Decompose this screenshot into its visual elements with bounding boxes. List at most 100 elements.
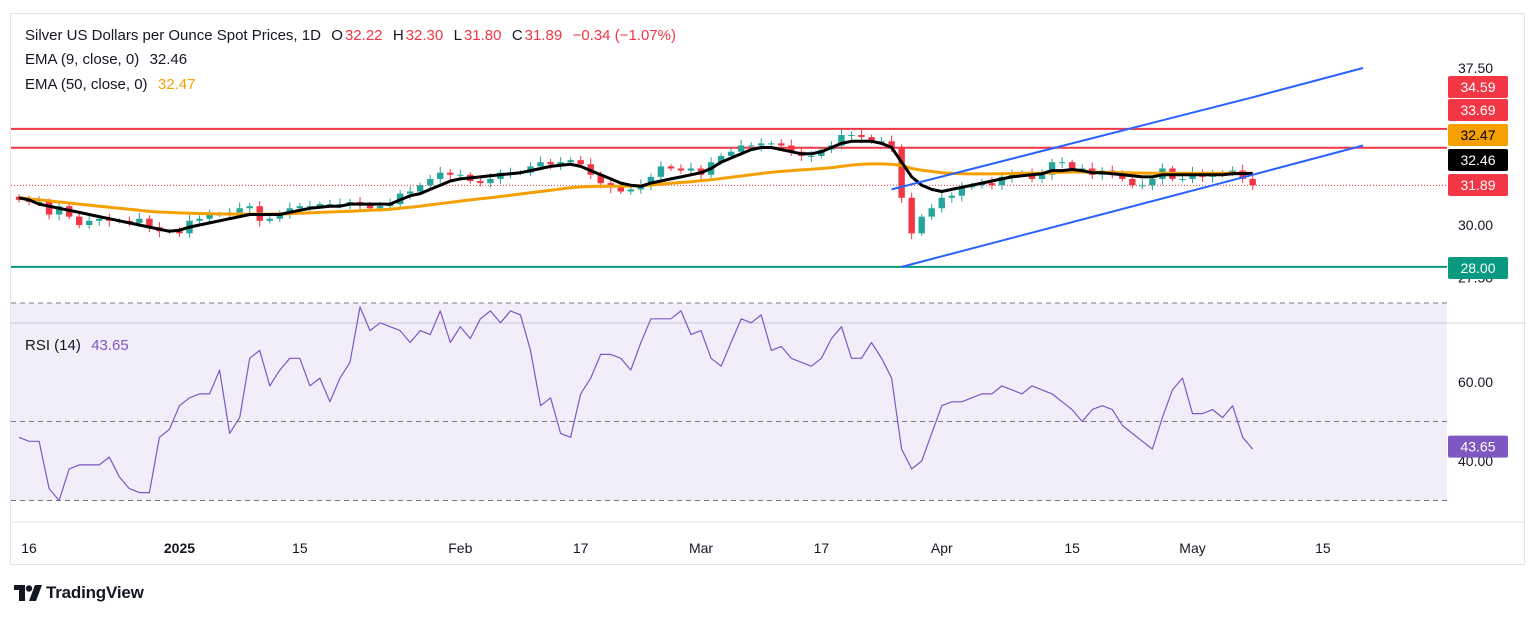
candle-body[interactable] [246,206,253,209]
candle-body[interactable] [366,204,374,209]
candle-body[interactable] [647,176,655,186]
candle-body[interactable] [858,134,865,138]
candle-body[interactable] [1078,168,1086,170]
candle-body[interactable] [326,204,334,206]
candle-body[interactable] [918,216,925,234]
candle-body[interactable] [266,218,273,221]
time-axis-label: 16 [21,540,37,556]
rsi-label: RSI (14) [25,337,81,354]
candle-body[interactable] [958,187,966,196]
price-label-text: 32.46 [1460,152,1495,168]
candle-body[interactable] [1229,170,1236,173]
candle-body[interactable] [55,206,63,215]
candle-body[interactable] [758,143,765,146]
candle-body[interactable] [437,172,444,179]
price-label-badge [1448,76,1508,98]
candle-body[interactable] [86,220,93,225]
candle-body[interactable] [427,178,434,186]
ema50-label: EMA (50, close, 0) [25,76,148,93]
candle-body[interactable] [336,204,344,206]
candle-body[interactable] [306,206,314,208]
candle-body[interactable] [768,143,775,145]
time-axis-label: 2025 [164,540,195,556]
candle-body[interactable] [888,141,895,148]
candle-body[interactable] [667,166,675,169]
candle-body[interactable] [75,216,83,225]
candle-body[interactable] [727,151,735,156]
price-axis-tick-label: 30.00 [1458,217,1493,233]
candle-body[interactable] [998,176,1006,186]
candle-body[interactable] [146,218,153,228]
candle-body[interactable] [988,183,996,186]
candle-body[interactable] [788,145,795,152]
legend-close-value: 31.89 [524,27,563,44]
candle-body[interactable] [657,166,665,177]
channel-upper-line[interactable] [891,67,1364,191]
channel-lower-line[interactable] [901,144,1364,268]
candle-body[interactable] [176,231,183,234]
candle-body[interactable] [457,174,464,176]
candle-body[interactable] [537,162,544,167]
candle-body[interactable] [1048,162,1056,175]
candle-body[interactable] [136,218,143,223]
candle-body[interactable] [1139,185,1146,187]
candle-body[interactable] [296,206,304,209]
price-label-badge [1448,124,1508,146]
candle-body[interactable] [1038,174,1046,179]
candle-body[interactable] [938,197,945,209]
candle-body[interactable] [547,162,554,165]
candle-body[interactable] [1149,178,1156,186]
candle-body[interactable] [196,218,203,221]
candle-body[interactable] [276,214,283,219]
candle-body[interactable] [417,185,424,192]
candle-body[interactable] [557,162,564,165]
candle-body[interactable] [447,172,454,175]
candle-body[interactable] [677,168,685,171]
candle-body[interactable] [898,147,905,198]
candle-body[interactable] [878,141,885,143]
candle-body[interactable] [687,168,695,171]
candle-body[interactable] [617,187,624,192]
legend-l-label: L [453,27,462,44]
candle-body[interactable] [868,137,875,142]
ema9-line[interactable] [18,139,1253,233]
candle-body[interactable] [236,208,243,213]
candle-body[interactable] [747,145,755,147]
ema9-label: EMA (9, close, 0) [25,51,140,68]
legend-row-ohlc: Silver US Dollars per Ounce Spot Prices,… [25,27,678,44]
price-label-badge [1448,149,1508,171]
tradingview-logo[interactable]: TradingView [14,583,144,603]
candle-body[interactable] [487,178,494,184]
time-axis-label: 15 [1315,540,1331,556]
candle-body[interactable] [737,145,745,152]
candle-body[interactable] [96,218,103,221]
candle-body[interactable] [778,143,785,146]
candle-body[interactable] [1129,178,1136,186]
candle-body[interactable] [316,204,324,207]
candle-body[interactable] [838,134,845,146]
time-axis-label: 15 [292,540,308,556]
price-label-badge [1448,174,1508,196]
candle-body[interactable] [406,191,414,194]
candle-body[interactable] [567,160,574,163]
candle-body[interactable] [597,174,604,184]
candle-body[interactable] [45,201,53,215]
candle-body[interactable] [717,155,725,163]
candle-body[interactable] [627,189,635,192]
candle-body[interactable] [948,195,955,198]
candle-body[interactable] [1058,162,1066,164]
candle-body[interactable] [848,134,855,136]
candle-body[interactable] [477,181,484,184]
candle-body[interactable] [808,155,815,157]
rsi-line[interactable] [18,306,1254,502]
candle-body[interactable] [206,214,213,219]
candle-body[interactable] [1179,178,1186,180]
candle-body[interactable] [376,206,384,209]
price-label-text: 34.59 [1460,79,1495,95]
candle-body[interactable] [1249,178,1256,186]
candle-body[interactable] [577,160,584,165]
candle-body[interactable] [908,197,915,234]
candle-body[interactable] [928,208,935,217]
candle-body[interactable] [1068,162,1076,169]
